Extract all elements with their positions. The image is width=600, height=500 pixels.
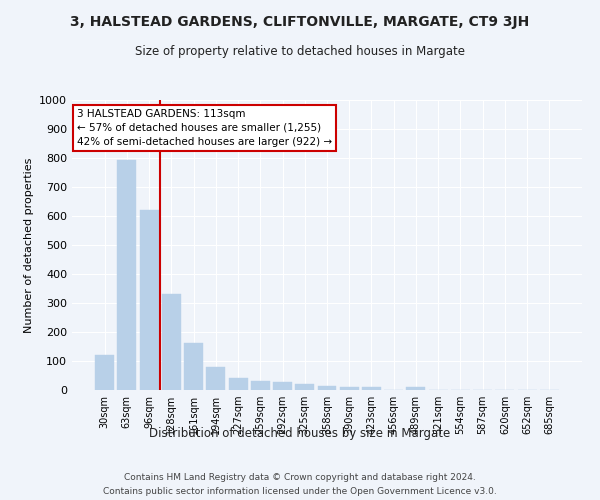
Bar bbox=[317, 386, 337, 390]
Text: Distribution of detached houses by size in Margate: Distribution of detached houses by size … bbox=[149, 428, 451, 440]
Bar bbox=[229, 378, 248, 390]
Text: Size of property relative to detached houses in Margate: Size of property relative to detached ho… bbox=[135, 45, 465, 58]
Bar bbox=[162, 294, 181, 390]
Bar bbox=[340, 387, 359, 390]
Text: 3 HALSTEAD GARDENS: 113sqm
← 57% of detached houses are smaller (1,255)
42% of s: 3 HALSTEAD GARDENS: 113sqm ← 57% of deta… bbox=[77, 108, 332, 146]
Bar bbox=[273, 382, 292, 390]
Bar bbox=[184, 343, 203, 390]
Text: Contains public sector information licensed under the Open Government Licence v3: Contains public sector information licen… bbox=[103, 488, 497, 496]
Bar bbox=[406, 387, 425, 390]
Bar bbox=[95, 354, 114, 390]
Y-axis label: Number of detached properties: Number of detached properties bbox=[23, 158, 34, 332]
Text: Contains HM Land Registry data © Crown copyright and database right 2024.: Contains HM Land Registry data © Crown c… bbox=[124, 472, 476, 482]
Bar bbox=[118, 160, 136, 390]
Bar bbox=[251, 382, 270, 390]
Bar bbox=[206, 368, 225, 390]
Text: 3, HALSTEAD GARDENS, CLIFTONVILLE, MARGATE, CT9 3JH: 3, HALSTEAD GARDENS, CLIFTONVILLE, MARGA… bbox=[70, 15, 530, 29]
Bar bbox=[362, 387, 381, 390]
Bar bbox=[140, 210, 158, 390]
Bar bbox=[295, 384, 314, 390]
